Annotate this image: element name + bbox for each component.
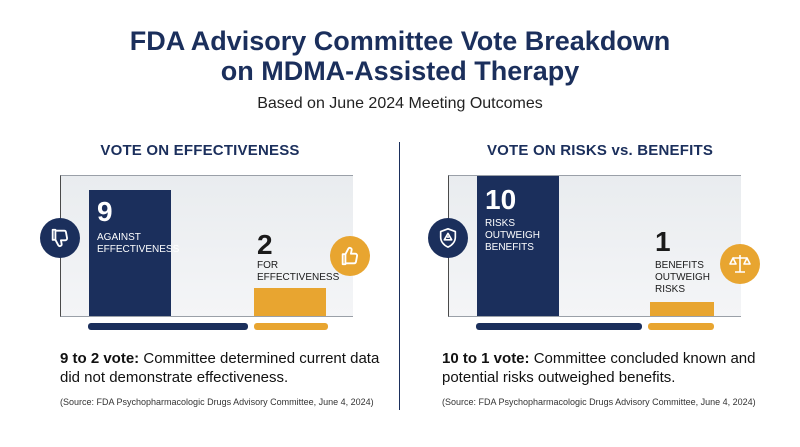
page-title: FDA Advisory Committee Vote Breakdown on… <box>0 26 800 86</box>
title-line-2: on MDMA-Assisted Therapy <box>220 56 580 86</box>
value-label-benefits: 1 <box>655 226 671 257</box>
risks-summary: 10 to 1 vote: Committee concluded known … <box>442 349 782 387</box>
underline-bar-gold <box>254 323 328 330</box>
effectiveness-chart: 9 AGAINST EFFECTIVENESS 2 FOR EFFECTIVEN… <box>60 175 353 317</box>
page-subtitle: Based on June 2024 Meeting Outcomes <box>257 95 543 112</box>
thumbs-down-icon <box>40 218 80 258</box>
underline-bar-navy <box>476 323 642 330</box>
category-label-against: AGAINST EFFECTIVENESS <box>97 232 179 256</box>
category-label-risks: RISKS OUTWEIGH BENEFITS <box>485 218 540 254</box>
value-label-against: 9 <box>97 196 113 227</box>
risks-panel-title: VOTE ON RISKS vs. BENEFITS <box>486 142 714 159</box>
category-label-line: EFFECTIVENESS <box>257 272 340 283</box>
bar-against-effectiveness <box>89 190 171 316</box>
bar-benefits-outweigh <box>650 302 714 316</box>
effectiveness-panel-title: VOTE ON EFFECTIVENESS <box>100 142 300 159</box>
summary-bold: 10 to 1 vote: <box>442 350 530 367</box>
thumbs-up-icon <box>330 236 370 276</box>
category-label-line: RISKS <box>655 284 686 295</box>
risks-panel: VOTE ON RISKS vs. BENEFITS 10 RISKS OUTW… <box>400 0 800 447</box>
bar-for-effectiveness <box>254 288 326 316</box>
category-label-line: BENEFITS <box>485 242 534 253</box>
effectiveness-source: (Source: FDA Psychopharmacologic Drugs A… <box>60 397 374 407</box>
title-line-1: FDA Advisory Committee Vote Breakdown <box>129 26 671 56</box>
scales-icon <box>720 244 760 284</box>
effectiveness-summary: 9 to 2 vote: Committee determined curren… <box>60 349 400 387</box>
risks-source: (Source: FDA Psychopharmacologic Drugs A… <box>442 397 756 407</box>
category-label-line: OUTWEIGH <box>485 230 540 241</box>
summary-text: Committee concluded known and potential … <box>442 350 756 386</box>
summary-text: Committee determined current data did no… <box>60 350 380 386</box>
category-label-line: AGAINST <box>97 232 141 243</box>
category-label-line: OUTWEIGH <box>655 272 710 283</box>
category-label-benefits: BENEFITS OUTWEIGH RISKS <box>655 260 710 296</box>
underline-bar-gold <box>648 323 714 330</box>
underline-bar-navy <box>88 323 248 330</box>
category-label-line: EFFECTIVENESS <box>97 244 180 255</box>
panel-divider <box>399 142 400 410</box>
category-label-line: BENEFITS <box>655 260 704 271</box>
category-label-line: RISKS <box>485 218 516 229</box>
value-label-risks: 10 <box>485 184 517 215</box>
category-label-for: FOR EFFECTIVENESS <box>257 260 339 284</box>
warning-shield-icon <box>428 218 468 258</box>
effectiveness-panel: VOTE ON EFFECTIVENESS 9 AGAINST EFFECTIV… <box>40 142 400 407</box>
value-label-for: 2 <box>257 229 273 260</box>
risks-chart: 10 RISKS OUTWEIGH BENEFITS 1 BENEFITS OU… <box>448 175 741 317</box>
category-label-line: FOR <box>257 260 279 271</box>
summary-bold: 9 to 2 vote: <box>60 350 140 367</box>
bar-risks-outweigh <box>477 176 559 316</box>
